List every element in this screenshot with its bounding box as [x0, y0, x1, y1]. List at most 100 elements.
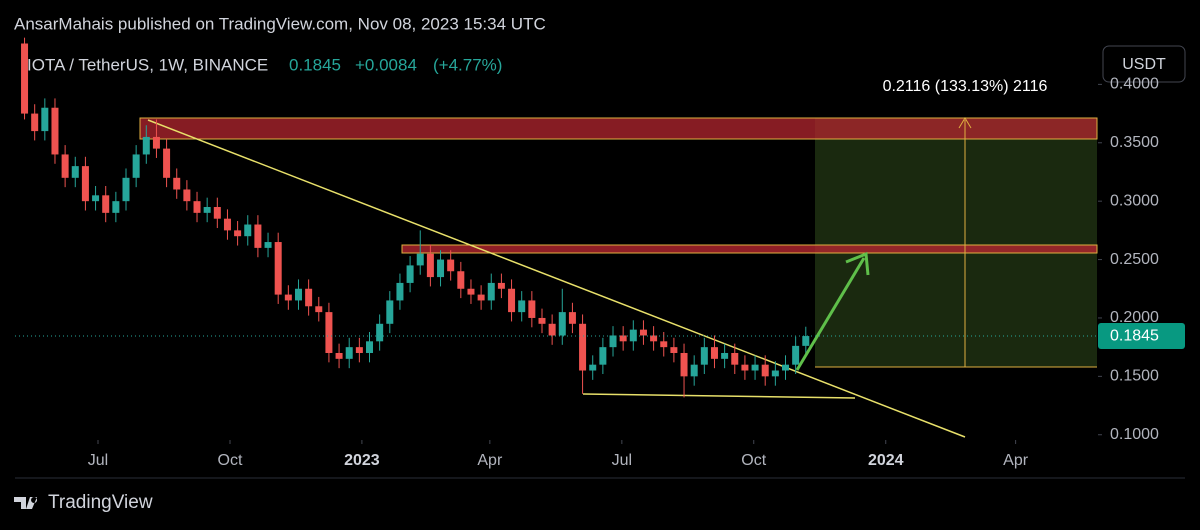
candle-body [599, 347, 607, 365]
y-tick-label: 0.2500 [1110, 251, 1159, 268]
candle-body [193, 201, 201, 213]
candle-body [386, 300, 394, 324]
candle-body [142, 136, 150, 155]
candle-body [305, 288, 313, 307]
candle-body [619, 335, 627, 342]
candle-body [61, 154, 69, 178]
arrow-head [845, 251, 870, 276]
currency-button[interactable] [1102, 45, 1186, 83]
target-zone [815, 118, 1097, 367]
candle-body [51, 107, 59, 155]
candle-body [528, 300, 536, 318]
logo-shape [14, 497, 38, 509]
published-line: AnsarMahais published on TradingView.com… [14, 14, 546, 33]
measure-label: 0.2116 (133.13%) 2116 [883, 78, 1048, 95]
candle-body [751, 364, 759, 371]
candle-body [366, 341, 374, 353]
support-line [582, 393, 856, 399]
candle-body [416, 253, 424, 266]
candle-body [721, 352, 729, 359]
y-tick-label: 0.1500 [1110, 368, 1159, 385]
candle-body [558, 312, 566, 336]
candle-body [203, 207, 211, 213]
change: +0.0084 [355, 55, 417, 74]
candle-body [345, 347, 353, 359]
candle-body [548, 323, 556, 336]
candle-body [376, 323, 384, 342]
currency-label[interactable]: USDT [1122, 56, 1166, 73]
candle-body [731, 352, 739, 365]
candle-body [244, 224, 252, 237]
candle-body [396, 282, 404, 301]
candle-body [609, 335, 617, 348]
candle-body [457, 271, 465, 289]
candle-body [163, 148, 171, 178]
candle-body [173, 177, 181, 190]
candle-body [406, 265, 414, 283]
candle-body [315, 306, 323, 313]
candle-body [325, 312, 333, 353]
x-tick-label: Jul [612, 452, 632, 469]
candle-body [234, 230, 242, 237]
candle-body [41, 107, 49, 132]
candle-body [629, 329, 637, 342]
x-tick-label: Oct [218, 452, 243, 469]
candle-body [710, 347, 718, 359]
x-tick-label: 2024 [868, 452, 904, 469]
x-tick-label: Jul [88, 452, 108, 469]
candle-body [761, 364, 769, 377]
candle-body [294, 288, 302, 301]
candle-body [122, 177, 130, 202]
y-tick-label: 0.4000 [1110, 76, 1159, 93]
candle-body [274, 242, 282, 295]
candle-body [132, 154, 140, 178]
candle-body [792, 345, 800, 365]
candle-body [700, 347, 708, 365]
candle-body [680, 352, 688, 377]
symbol-title: IOTA / TetherUS, 1W, BINANCE [27, 55, 268, 74]
y-tick-label: 0.3500 [1110, 134, 1159, 151]
resistance-zone [139, 117, 1098, 140]
x-tick-label: 2023 [344, 452, 380, 469]
last-price: 0.1845 [289, 55, 341, 74]
trend-line [147, 119, 966, 438]
y-tick-label: 0.1000 [1110, 426, 1159, 443]
candle-body [802, 336, 810, 346]
y-tick-label: 0.3000 [1110, 192, 1159, 209]
candle-body [781, 364, 789, 371]
candle-body [589, 364, 597, 371]
change-pct: (+4.77%) [433, 55, 502, 74]
forecast-arrow [795, 251, 870, 371]
candle-body [213, 207, 221, 219]
candle-body [437, 259, 445, 278]
candle-body [31, 113, 39, 132]
candle-body [254, 224, 262, 248]
candle-body [264, 242, 272, 248]
candle-body [183, 189, 191, 202]
candle-body [660, 341, 668, 348]
candle-body [670, 347, 678, 353]
x-tick-label: Apr [1003, 452, 1029, 469]
candle-body [650, 335, 658, 342]
candle-body [223, 218, 231, 231]
x-tick-label: Apr [477, 452, 503, 469]
candle-body [102, 195, 110, 213]
candle-body [81, 166, 89, 202]
candle-body [112, 201, 120, 213]
candle-body [21, 43, 29, 114]
brand-name: TradingView [48, 492, 153, 513]
candle-body [355, 347, 363, 353]
candle-body [568, 312, 576, 324]
measure-arrow [958, 117, 972, 129]
candle-body [487, 282, 495, 301]
candle-body [639, 329, 647, 336]
candle-body [426, 253, 434, 278]
resistance-zone [401, 244, 1098, 254]
candle-body [335, 352, 343, 359]
candle-body [152, 136, 160, 149]
candle-body [497, 282, 505, 289]
candle-body [518, 300, 526, 313]
candle-body [447, 259, 455, 272]
x-tick-label: Oct [741, 452, 766, 469]
